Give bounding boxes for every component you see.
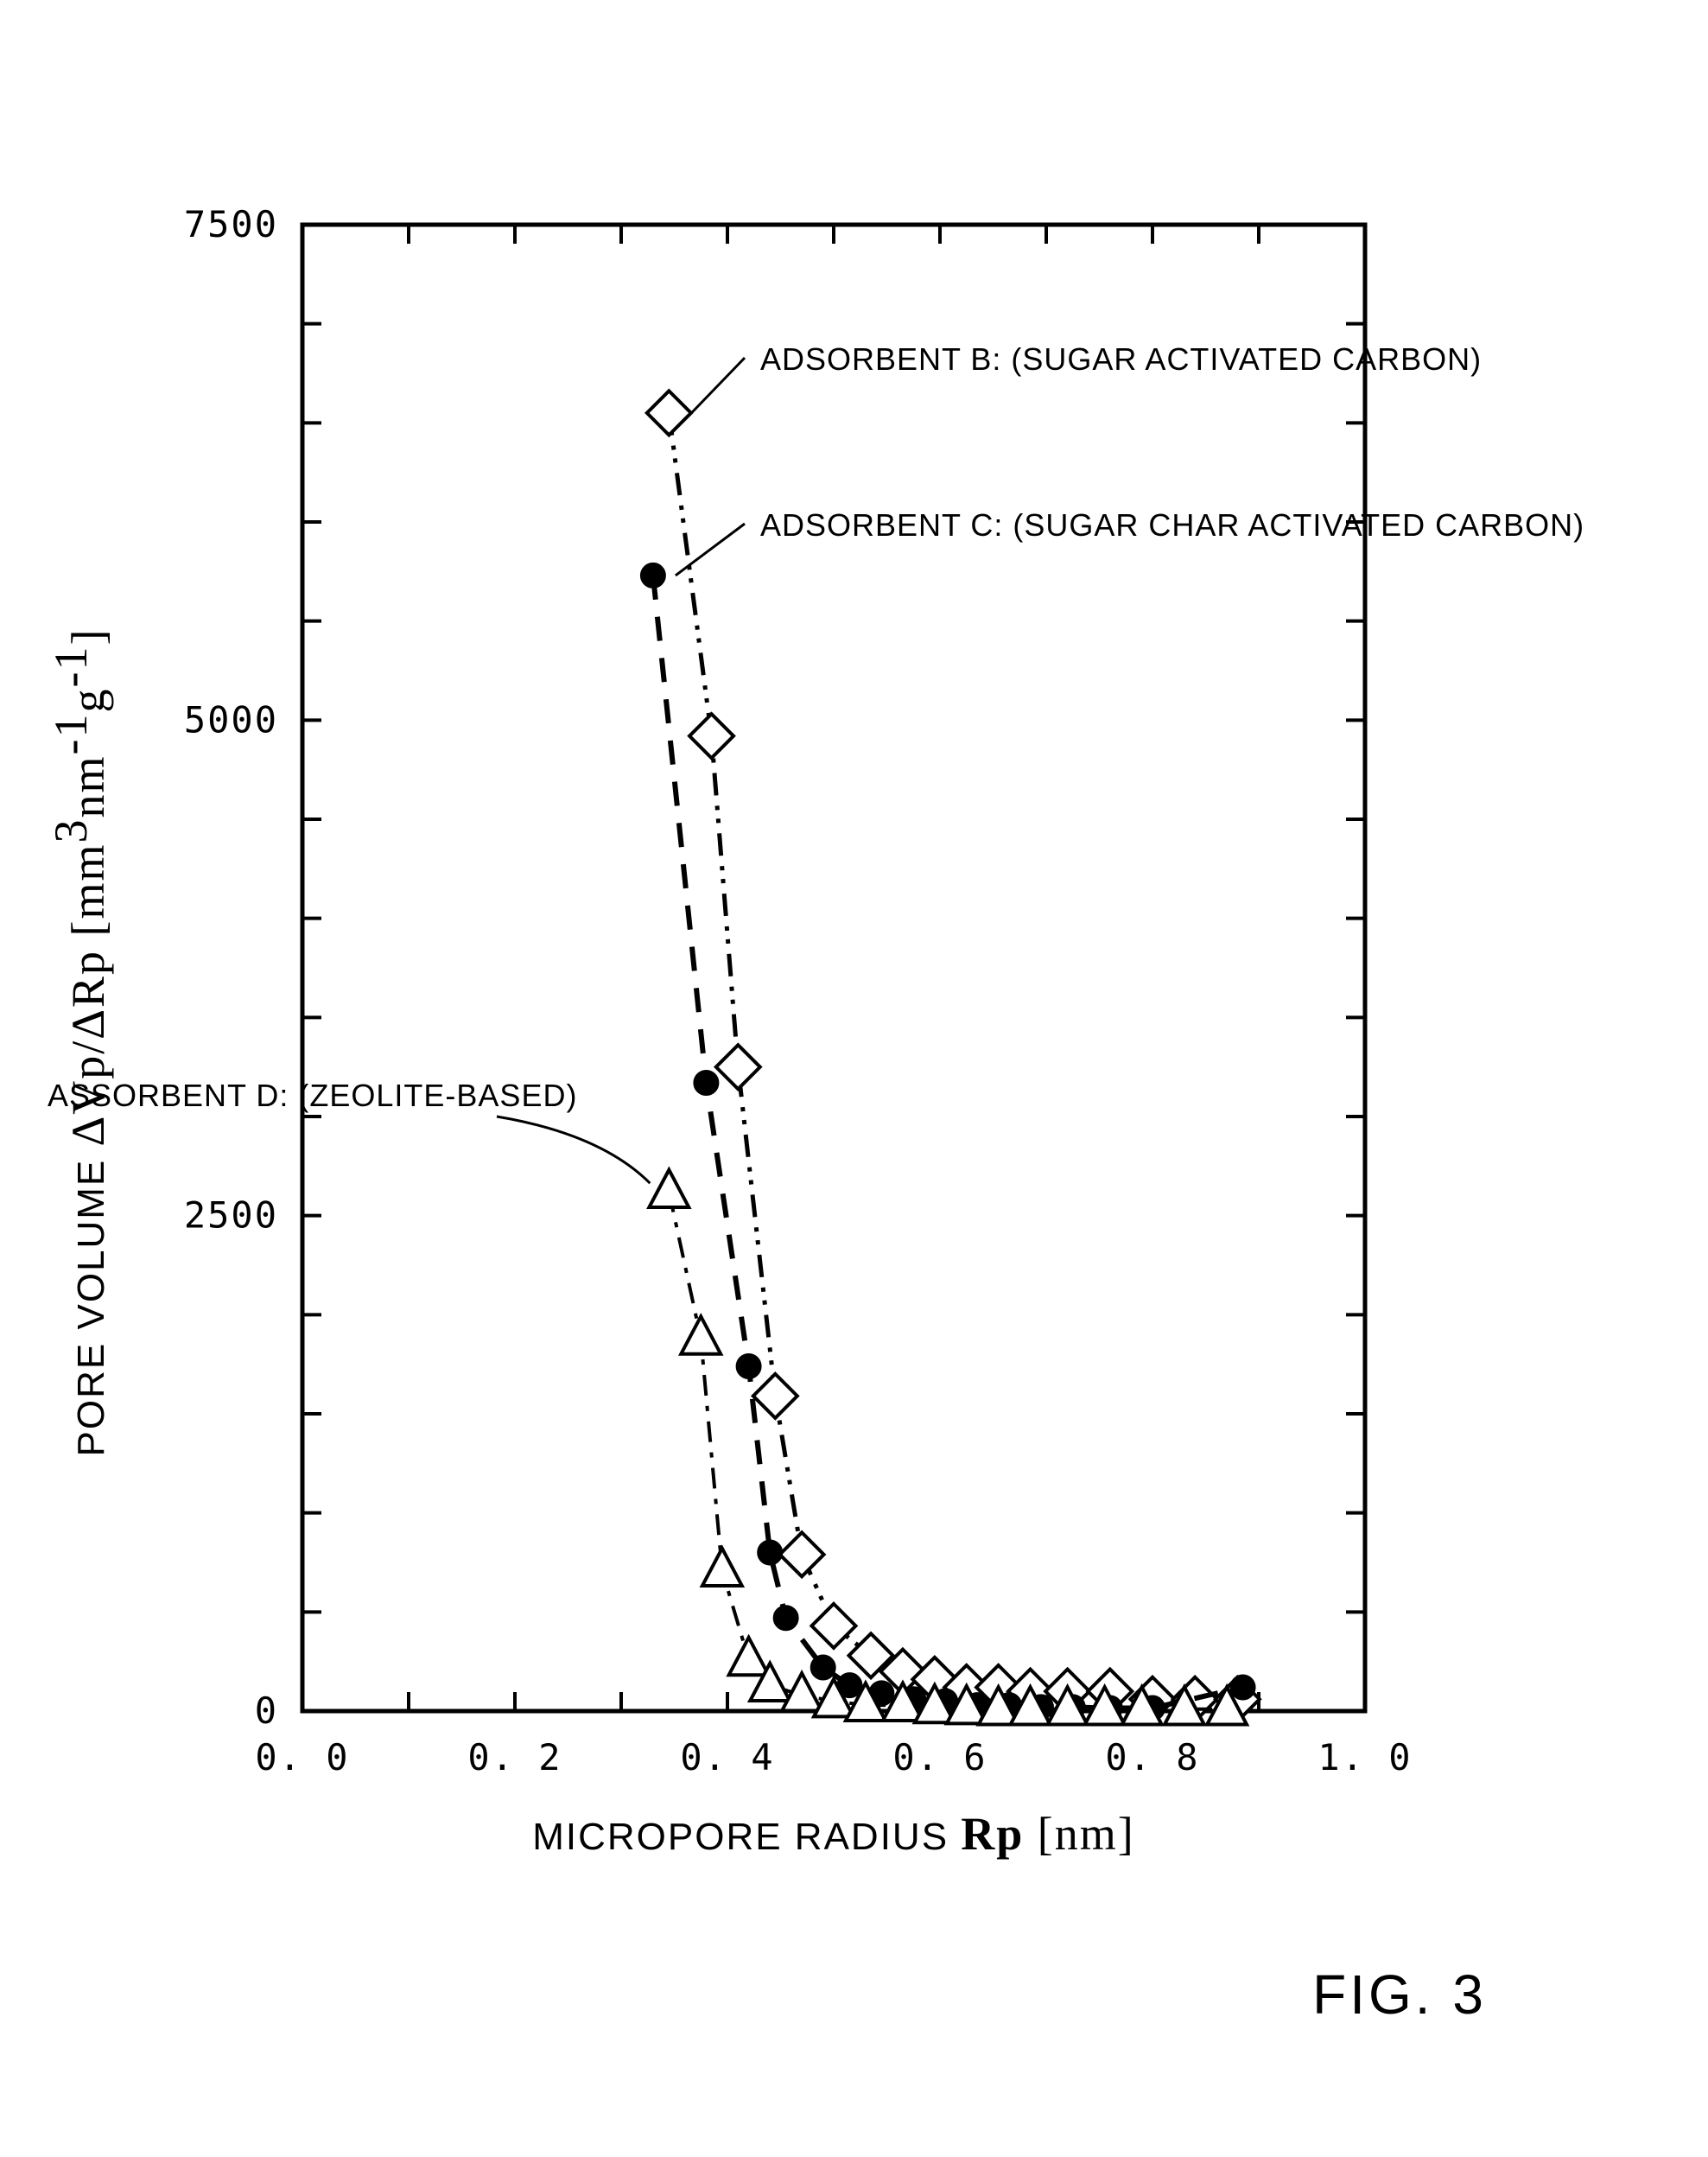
x-tick-label: 0. 4 (680, 1736, 774, 1778)
x-tick-label: 0. 0 (255, 1736, 349, 1778)
x-tick-label: 1. 0 (1318, 1736, 1412, 1778)
y-tick-label: 7500 (184, 203, 278, 245)
y-tick-label: 0 (255, 1689, 278, 1732)
y-axis-title: PORE VOLUME ΔVp/ΔRp [mm3nm-1g-1] (45, 628, 114, 1457)
x-tick-label: 0. 6 (892, 1736, 987, 1778)
leader-B (691, 358, 745, 413)
series-D-line (669, 1192, 1227, 1709)
series-B-line (669, 413, 1237, 1699)
x-tick-label: 0. 8 (1105, 1736, 1199, 1778)
pore-distribution-chart: 0. 0 0. 2 0. 4 0. 6 0. 8 1. 0 0 2500 5000 7500 ADS… (0, 0, 1708, 2157)
annotation-series-D: ASSORBENT D: (ZEOLITE-BASED) (48, 1078, 577, 1113)
leader-D (497, 1117, 650, 1183)
plot-frame (302, 225, 1365, 1711)
annotation-series-C: ADSORBENT C: (SUGAR CHAR ACTIVATED CARBO… (760, 507, 1584, 543)
x-axis-title: MICROPORE RADIUS Rp [nm] (532, 1808, 1135, 1860)
y-tick-label: 5000 (184, 698, 278, 741)
annotation-series-B: ADSORBENT B: (SUGAR ACTIVATED CARBON) (760, 341, 1482, 377)
figure-caption: FIG. 3 (1312, 1963, 1487, 2026)
x-tick-label: 0. 2 (467, 1736, 562, 1778)
y-tick-label: 2500 (184, 1194, 278, 1237)
series-C-line (653, 576, 1243, 1708)
